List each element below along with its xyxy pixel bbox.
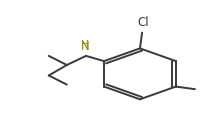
Text: N: N — [80, 40, 89, 53]
Text: Cl: Cl — [137, 16, 149, 29]
Text: H: H — [81, 40, 89, 50]
